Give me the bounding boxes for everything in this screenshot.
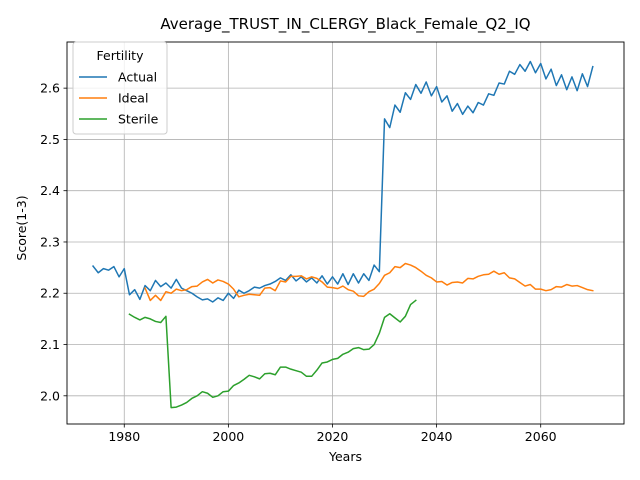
y-tick-label: 2.1 xyxy=(40,337,60,352)
y-tick-label: 2.4 xyxy=(40,183,60,198)
chart-title: Average_TRUST_IN_CLERGY_Black_Female_Q2_… xyxy=(160,15,530,34)
legend-box xyxy=(72,41,168,135)
legend-title: Fertility xyxy=(97,48,145,63)
legend-label-ideal: Ideal xyxy=(118,91,148,106)
x-tick-label: 2000 xyxy=(212,429,244,444)
y-tick-label: 2.0 xyxy=(40,388,60,403)
plot-frame xyxy=(66,41,625,425)
y-axis-ticks: 2.0 2.1 2.2 2.3 2.4 2.5 2.6 xyxy=(40,81,67,403)
x-tick-label: 1980 xyxy=(108,429,140,444)
y-tick-label: 2.2 xyxy=(40,286,60,301)
y-tick-label: 2.5 xyxy=(40,132,60,147)
legend-label-actual: Actual xyxy=(118,70,157,85)
series-line-sterile xyxy=(128,299,417,409)
y-tick-label: 2.3 xyxy=(40,234,60,249)
legend: Fertility Actual Ideal Sterile xyxy=(72,41,168,135)
x-axis-ticks: 1980 2000 2020 2040 2060 xyxy=(108,424,557,444)
series-line-ideal xyxy=(144,262,594,302)
x-tick-label: 2060 xyxy=(525,429,557,444)
x-axis-label: Years xyxy=(328,449,362,464)
series-lines xyxy=(91,60,594,409)
x-tick-label: 2020 xyxy=(317,429,349,444)
x-tick-label: 2040 xyxy=(421,429,453,444)
series-line-actual xyxy=(91,60,594,303)
gridlines xyxy=(67,42,624,424)
legend-label-sterile: Sterile xyxy=(118,112,159,127)
y-axis-label: Score(1-3) xyxy=(14,195,29,260)
y-tick-label: 2.6 xyxy=(40,81,60,96)
